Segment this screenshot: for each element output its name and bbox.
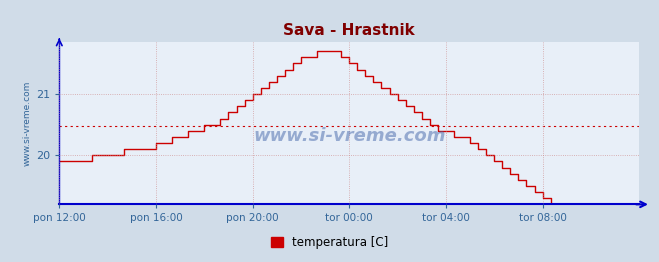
Y-axis label: www.si-vreme.com: www.si-vreme.com (23, 80, 32, 166)
Legend: temperatura [C]: temperatura [C] (266, 231, 393, 253)
Title: Sava - Hrastnik: Sava - Hrastnik (283, 23, 415, 38)
Text: www.si-vreme.com: www.si-vreme.com (253, 127, 445, 145)
